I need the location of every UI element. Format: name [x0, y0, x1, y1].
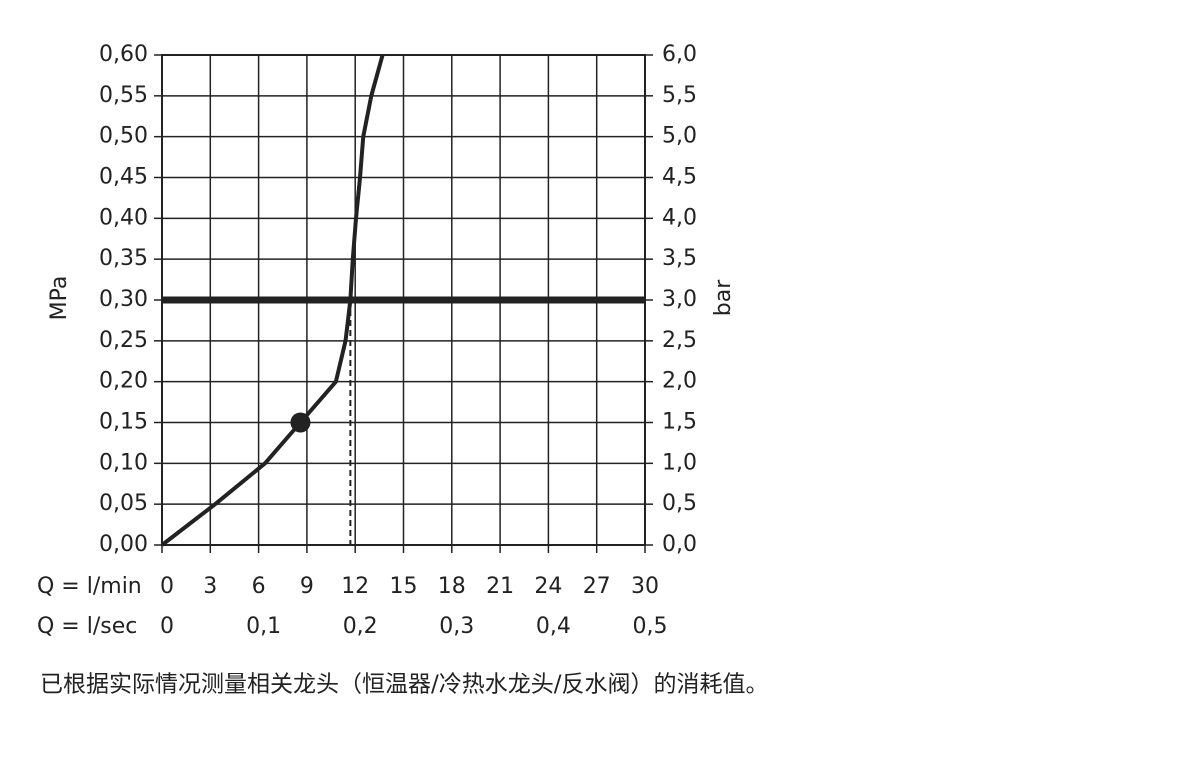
y-tick-label: 0,20 — [99, 369, 148, 394]
x2-tick-label: 0,5 — [633, 614, 668, 639]
y-tick-label: 0,55 — [99, 83, 148, 108]
x-tick-label: 21 — [486, 574, 514, 599]
y-tick-label: 0,45 — [99, 165, 148, 190]
y2-tick-label: 0,0 — [662, 532, 697, 557]
x-tick-label: 18 — [438, 574, 466, 599]
x2-tick-label: 0,3 — [439, 614, 474, 639]
y-tick-label: 0,40 — [99, 205, 148, 230]
y2-tick-label: 3,5 — [662, 246, 697, 271]
y-tick-label: 0,30 — [99, 287, 148, 312]
y2-tick-label: 2,0 — [662, 369, 697, 394]
y-tick-label: 0,60 — [99, 42, 148, 67]
y-tick-label: 0,35 — [99, 246, 148, 271]
y-tick-label: 0,25 — [99, 328, 148, 353]
y-tick-label: 0,00 — [99, 532, 148, 557]
y2-tick-label: 1,5 — [662, 410, 697, 435]
x-tick-label: 30 — [631, 574, 659, 599]
x2-tick-label: 0,1 — [246, 614, 281, 639]
y2-tick-label: 4,0 — [662, 205, 697, 230]
y2-tick-label: 2,5 — [662, 328, 697, 353]
y2-tick-label: 0,5 — [662, 491, 697, 516]
y2-tick-label: 5,5 — [662, 83, 697, 108]
flow-curve — [160, 54, 385, 547]
x2-tick-label: 0,2 — [343, 614, 378, 639]
y-tick-label: 0,15 — [99, 410, 148, 435]
caption: 已根据实际情况测量相关龙头（恒温器/冷热水龙头/反水阀）的消耗值。 — [40, 672, 769, 698]
x-tick-label: 0 — [160, 574, 174, 599]
x2-tick-label: 0 — [160, 614, 174, 639]
y-tick-label: 0,50 — [99, 124, 148, 149]
x-tick-label: 6 — [252, 574, 266, 599]
x-tick-label: 12 — [341, 574, 369, 599]
y-tick-label: 0,10 — [99, 450, 148, 475]
x-tick-label: 15 — [390, 574, 418, 599]
y2-tick-label: 3,0 — [662, 287, 697, 312]
x-tick-label: 9 — [300, 574, 314, 599]
y-tick-label: 0,05 — [99, 491, 148, 516]
y-axis-label: MPa — [47, 276, 72, 321]
y2-tick-label: 4,5 — [662, 165, 697, 190]
plot-frame — [161, 54, 646, 546]
x-axis-label: Q = l/min — [37, 574, 142, 599]
x-tick-label: 24 — [534, 574, 562, 599]
y2-axis-label: bar — [711, 279, 736, 316]
x2-tick-label: 0,4 — [536, 614, 571, 639]
y2-tick-label: 5,0 — [662, 124, 697, 149]
operating-point — [290, 412, 311, 433]
y2-tick-label: 1,0 — [662, 450, 697, 475]
x-tick-label: 27 — [583, 574, 611, 599]
x-tick-label: 3 — [203, 574, 217, 599]
x2-axis-label: Q = l/sec — [37, 614, 137, 639]
y2-tick-label: 6,0 — [662, 42, 697, 67]
